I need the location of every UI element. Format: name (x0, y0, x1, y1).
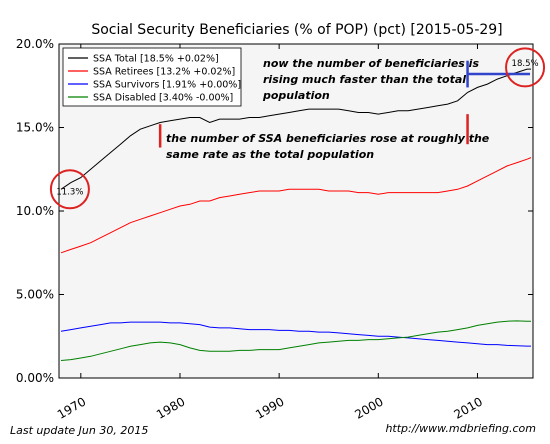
y-tick-label: 0.00% (16, 371, 54, 385)
end-value-circle (505, 47, 546, 88)
series-line-retirees (60, 157, 532, 254)
x-tick-label: 2010 (452, 394, 485, 421)
legend-label-total: SSA Total [18.5% +0.02%] (93, 54, 219, 65)
chart-title: Social Security Beneficiaries (% of POP)… (91, 22, 502, 38)
y-tick-label: 15.0% (16, 121, 54, 135)
series-line-disabled (60, 320, 531, 361)
y-tick-label: 20.0% (16, 37, 54, 51)
legend-label-disabled: SSA Disabled [3.40% -0.00%] (93, 93, 233, 104)
x-tick-label: 1970 (55, 394, 88, 421)
x-tick-label: 1990 (253, 394, 286, 421)
legend-label-retirees: SSA Retirees [13.2% +0.02%] (93, 67, 235, 78)
series-line-total (60, 68, 531, 190)
x-tick-label: 1980 (154, 394, 187, 421)
annotation-faster-line-3: population (262, 89, 330, 102)
end-value-label: 18.5% (512, 59, 539, 69)
annotations: the number of SSA beneficiaries rose at … (49, 47, 546, 210)
annotation-faster-line-1: now the number of beneficiaries is (263, 57, 479, 70)
y-axis: 0.00% 5.00% 10.0% 15.0% 20.0% (16, 37, 533, 385)
y-tick-label: 10.0% (16, 204, 54, 218)
last-update-text: Last update Jun 30, 2015 (10, 424, 149, 437)
growth-bracket (466, 60, 531, 88)
x-tick-label: 2000 (352, 394, 385, 421)
annotation-faster-line-2: rising much faster than the total (263, 73, 466, 86)
legend: SSA Total [18.5% +0.02%] SSA Retirees [13… (62, 47, 242, 107)
annotation-same-rate-line-1: the number of SSA beneficiaries rose at … (166, 132, 490, 145)
legend-box (62, 47, 242, 107)
source-url[interactable]: http://www.mdbriefing.com (385, 422, 536, 435)
series-line-survivors (60, 321, 531, 347)
annotation-same-rate-line-2: same rate as the total population (166, 148, 374, 161)
legend-label-survivors: SSA Survivors [1.91% +0.00%] (93, 80, 241, 91)
start-value-label: 11.3% (56, 187, 83, 197)
y-tick-label: 5.00% (16, 288, 54, 302)
series-layer (60, 68, 532, 361)
start-value-circle (49, 169, 90, 210)
